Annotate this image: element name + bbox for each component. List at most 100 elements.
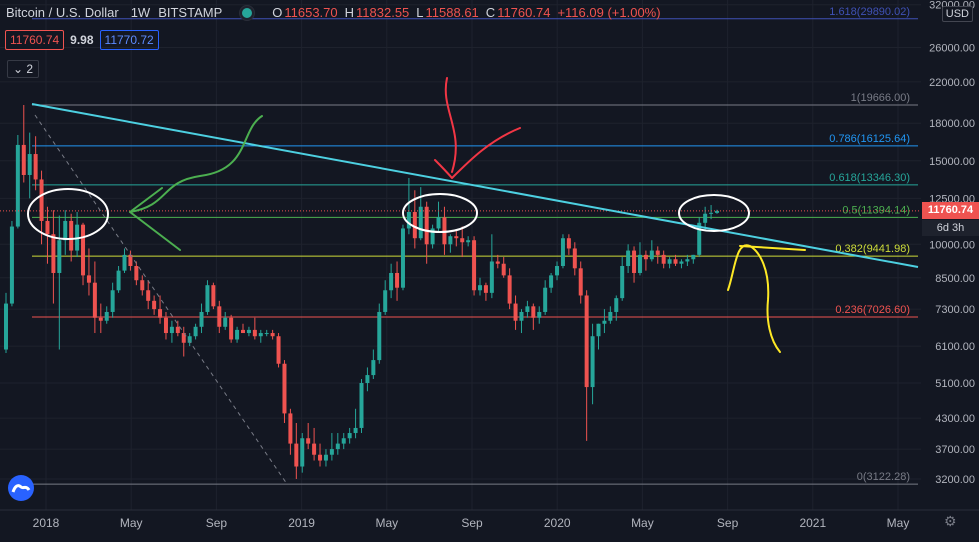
candle-body (51, 234, 56, 273)
interval-label[interactable]: 1W (130, 5, 151, 20)
candle-body (187, 336, 192, 343)
indicators-count: 2 (26, 62, 34, 76)
candle-body (519, 311, 524, 321)
candle-body (15, 144, 20, 227)
candle-body (620, 266, 625, 299)
price-tick-label: 32000.00 (929, 0, 975, 12)
candle-body (643, 254, 648, 260)
candle-body (92, 282, 97, 318)
candle-body (134, 266, 139, 281)
time-tick-label: Sep (206, 516, 228, 530)
annotation-curve-yellow (727, 244, 781, 353)
buy-price-button[interactable]: 11770.72 (99, 30, 159, 50)
candle-body (104, 311, 109, 321)
candle-body (655, 250, 660, 255)
candle-body (347, 433, 352, 439)
candle-body (661, 254, 666, 264)
candle-body (602, 320, 607, 324)
annotation-ellipse-1 (27, 188, 109, 240)
gear-icon[interactable]: ⚙ (944, 513, 957, 529)
time-tick-label: Sep (717, 516, 739, 530)
fib-level-label: 1(19666.00) (851, 92, 910, 104)
candle-body (57, 240, 62, 273)
annotation-arrow-green (129, 115, 263, 251)
candle-body (555, 266, 560, 276)
candle-body (81, 224, 86, 276)
indicators-toggle-button[interactable]: ⌄ 2 (7, 60, 40, 78)
candlestick-series (0, 105, 921, 479)
candle-body (323, 454, 328, 461)
time-tick-label: May (631, 516, 654, 530)
candle-body (217, 306, 222, 327)
candle-body (466, 240, 471, 243)
candle-body (175, 326, 180, 334)
candle-body (406, 211, 411, 229)
candle-body (418, 206, 423, 239)
candle-body (596, 323, 601, 337)
candle-body (513, 303, 518, 321)
candle-body (353, 427, 358, 434)
quote-row: 11760.74 9.98 11770.72 (5, 30, 159, 50)
spread-value: 9.98 (70, 33, 94, 47)
symbol-title[interactable]: Bitcoin / U.S. Dollar (6, 5, 119, 20)
candle-body (685, 259, 690, 262)
exchange-label: BITSTAMP (158, 5, 223, 20)
candle-body (69, 220, 74, 251)
change-value: +116.09 (+1.00%) (557, 5, 661, 20)
annotation-ellipse-3 (678, 194, 750, 232)
candle-body (531, 306, 536, 318)
candle-body (572, 248, 577, 269)
price-axis: 32000.00 26000.00 22000.00 18000.00 15000.00… (921, 0, 979, 510)
candle-body (140, 280, 145, 291)
trend-line (31, 103, 919, 268)
price-tick-label: 6100.00 (935, 341, 975, 353)
candle-body (649, 250, 654, 260)
diagonal-dashed-line (34, 114, 288, 485)
candle-body (300, 438, 305, 467)
high-label: H (344, 5, 355, 20)
market-status-icon (240, 5, 255, 20)
time-tick-label: 2020 (544, 516, 571, 530)
time-tick-label: 2018 (33, 516, 60, 530)
fib-level-label: 0.786(16125.64) (829, 133, 910, 145)
symbol-header: Bitcoin / U.S. Dollar 1W BITSTAMP O 11653… (6, 5, 668, 20)
candle-body (306, 438, 311, 444)
candle-body (495, 261, 500, 264)
candle-body (371, 360, 376, 376)
candle-body (412, 211, 417, 239)
candle-body (436, 217, 441, 229)
last-price-tag: 11760.74 (922, 202, 979, 219)
price-tick-label: 26000.00 (929, 42, 975, 54)
candle-body (312, 443, 317, 455)
candle-body (181, 333, 186, 343)
sell-price-button[interactable]: 11760.74 (5, 30, 65, 50)
candle-body (715, 210, 719, 213)
currency-label[interactable]: USD (941, 6, 973, 22)
time-axis: 2018 May Sep 2019 May Sep 2020 May Sep 2021 May (0, 509, 979, 537)
candle-body (335, 443, 340, 450)
annotation-arrow-red (434, 77, 521, 179)
hand-drawn-annotations (27, 77, 806, 353)
candle-body (282, 363, 287, 414)
price-tick-label: 7300.00 (935, 304, 975, 316)
tradingview-logo-icon[interactable] (8, 475, 34, 501)
candle-body (258, 333, 263, 337)
candle-body (365, 375, 370, 383)
annotation-line-yellow (739, 245, 806, 251)
price-tick-label: 3200.00 (935, 474, 975, 486)
candle-body (341, 438, 346, 444)
candle-body (537, 311, 542, 318)
time-tick-label: Sep (461, 516, 483, 530)
chevron-down-icon: ⌄ (13, 62, 24, 76)
candle-body (45, 220, 50, 235)
fib-level-label: 0.236(7026.60) (835, 304, 910, 316)
candle-body (163, 317, 168, 334)
candle-body (169, 326, 174, 334)
candle-body (709, 212, 714, 214)
candle-body (276, 336, 281, 364)
candle-body (205, 285, 210, 312)
candle-body (377, 311, 382, 361)
time-tick-label: May (887, 516, 910, 530)
